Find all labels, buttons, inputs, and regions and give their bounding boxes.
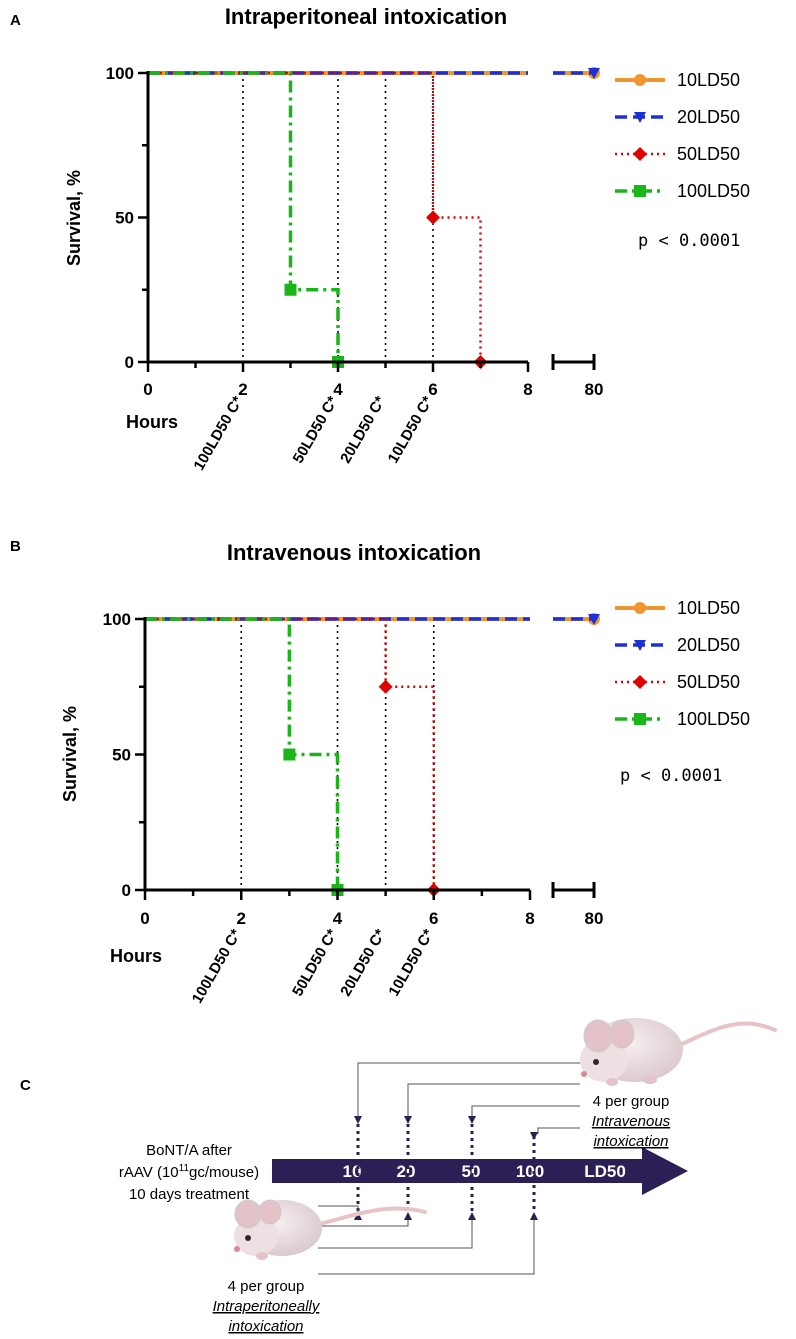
time-marker-label: 50LD50 C*: [290, 393, 342, 466]
y-tick-label: 0: [125, 353, 134, 372]
x-tick-label: 2: [237, 909, 246, 928]
data-point-100LD50: [284, 283, 297, 296]
panel-letter-b: B: [10, 538, 21, 555]
ip-arrowheads: [354, 1212, 538, 1220]
legend-label: 100LD50: [677, 181, 750, 201]
legend-marker-20LD50: [634, 640, 646, 651]
iv-group-suffix: intoxication: [593, 1133, 668, 1150]
legend-label: 50LD50: [677, 672, 740, 692]
data-point-20LD50: [588, 614, 600, 625]
dose-columns: [356, 1124, 536, 1213]
x-axis-title: Hours: [110, 946, 162, 966]
panel-letter-a: A: [10, 12, 21, 29]
x-tick-label: 2: [238, 380, 247, 399]
chart-title: Intravenous intoxication: [227, 540, 481, 565]
time-marker-label: 20LD50 C*: [337, 926, 389, 999]
p-value: p < 0.0001: [620, 766, 722, 786]
y-axis-title: Survival, %: [64, 170, 84, 266]
dose-label-50: 50: [462, 1162, 481, 1181]
x-tick-label: 6: [428, 380, 437, 399]
iv-group-route: Intravenous: [592, 1113, 671, 1130]
dose-label-100: 100: [516, 1162, 544, 1181]
legend-label: 20LD50: [677, 107, 740, 127]
y-tick-label: 100: [106, 64, 134, 83]
x-tick-label: 8: [525, 909, 534, 928]
legend-label: 10LD50: [677, 70, 740, 90]
time-marker-label: 20LD50 C*: [337, 393, 389, 466]
data-point-50LD50: [378, 679, 393, 694]
x-tick-label-break: 80: [585, 909, 604, 928]
time-marker-label: 50LD50 C*: [289, 926, 341, 999]
mouse-illustration-iv: [580, 1018, 777, 1086]
ip-group-suffix: intoxication: [228, 1318, 303, 1335]
time-marker-label: 10LD50 C*: [385, 926, 437, 999]
treatment-line-2: rAAV (1011gc/mouse): [119, 1163, 259, 1181]
treatment-line-3: 10 days treatment: [129, 1186, 250, 1203]
legend-marker-50LD50: [633, 147, 647, 161]
y-tick-label: 50: [112, 746, 131, 765]
dose-label-ld50: LD50: [584, 1162, 626, 1181]
x-tick-label: 8: [523, 380, 532, 399]
chart-title: Intraperitoneal intoxication: [225, 4, 507, 29]
x-tick-label: 0: [143, 380, 152, 399]
x-tick-label: 4: [333, 380, 343, 399]
x-tick-label-break: 80: [585, 380, 604, 399]
ip-group-route: Intraperitoneally: [213, 1298, 321, 1315]
x-tick-label: 4: [333, 909, 343, 928]
time-marker-label: 100LD50 C*: [189, 926, 245, 1006]
time-marker-label: 100LD50 C*: [190, 393, 246, 473]
y-tick-label: 100: [103, 610, 131, 629]
y-axis-title: Survival, %: [60, 706, 80, 802]
x-axis-title: Hours: [126, 412, 178, 432]
panel-letter-c: C: [20, 1077, 31, 1094]
iv-group-count: 4 per group: [593, 1093, 670, 1110]
legend-label: 10LD50: [677, 598, 740, 618]
y-tick-label: 0: [122, 881, 131, 900]
x-tick-label: 6: [429, 909, 438, 928]
legend-label: 100LD50: [677, 709, 750, 729]
dose-label-20: 20: [397, 1162, 416, 1181]
series-line-100LD50: [145, 617, 340, 890]
data-point-100LD50: [283, 748, 296, 761]
legend-marker-10LD50: [634, 74, 646, 86]
experiment-diagram: C 10 20 50 100 LD50: [20, 1018, 777, 1335]
data-point-20LD50: [588, 68, 600, 79]
x-tick-label: 0: [140, 909, 149, 928]
legend-marker-10LD50: [634, 602, 646, 614]
legend-marker-20LD50: [634, 112, 646, 123]
time-marker-label: 10LD50 C*: [385, 393, 437, 466]
legend-label: 20LD50: [677, 635, 740, 655]
dose-label-10: 10: [343, 1162, 362, 1181]
treatment-line-1: BoNT/A after: [146, 1142, 232, 1159]
y-tick-label: 50: [115, 209, 134, 228]
survival-chart-intraperitoneal: A Intraperitoneal intoxication 100LD50 C…: [10, 4, 750, 473]
data-point-50LD50: [426, 210, 440, 225]
legend-marker-100LD50: [634, 713, 646, 725]
ip-group-count: 4 per group: [228, 1278, 305, 1295]
legend-marker-50LD50: [633, 675, 647, 689]
p-value: p < 0.0001: [638, 231, 740, 251]
iv-arrowheads: [354, 1116, 538, 1140]
mouse-illustration-ip: [234, 1199, 427, 1260]
legend-label: 50LD50: [677, 144, 740, 164]
survival-chart-intravenous: B Intravenous intoxication 100LD50 C* 50L…: [10, 538, 750, 1006]
legend-marker-100LD50: [634, 185, 646, 197]
ld50-dose-arrow: [272, 1147, 688, 1195]
iv-connectors: [357, 1062, 580, 1134]
